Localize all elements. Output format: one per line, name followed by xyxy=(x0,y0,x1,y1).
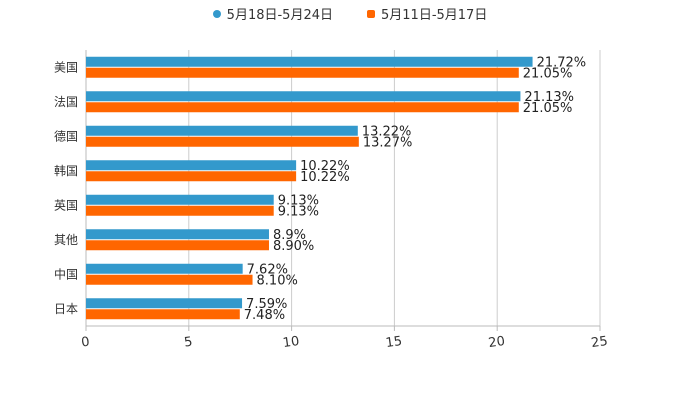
bar-s1-1 xyxy=(86,91,521,102)
bar-s2-1 xyxy=(86,102,519,113)
bar-s2-3 xyxy=(86,171,297,182)
x-tick-label-0: 0 xyxy=(80,335,90,351)
category-label-6: 中国 xyxy=(54,266,78,281)
data-label-s1-0: 21.72% xyxy=(537,55,587,70)
legend-item-series-1[interactable]: 5月18日-5月24日 xyxy=(212,4,333,23)
category-label-2: 德国 xyxy=(54,128,78,143)
category-label-1: 法国 xyxy=(54,95,78,109)
bar-s1-3 xyxy=(86,160,297,171)
legend-label-series-2: 5月11日-5月17日 xyxy=(381,8,488,23)
x-tick-label-25: 25 xyxy=(590,334,608,351)
bar-s1-5 xyxy=(86,229,269,240)
data-label-s2-3: 10.22% xyxy=(300,170,350,185)
bar-s2-5 xyxy=(86,240,269,251)
data-label-s1-7: 7.59% xyxy=(246,297,287,312)
legend-marker-series-2 xyxy=(367,9,375,18)
legend: 5月18日-5月24日 5月11日-5月17日 xyxy=(0,4,700,23)
data-label-s2-2: 13.27% xyxy=(363,135,413,150)
legend-label-series-1: 5月18日-5月24日 xyxy=(226,8,333,23)
bar-s2-2 xyxy=(86,136,359,147)
x-tick-label-20: 20 xyxy=(487,334,505,351)
bar-s1-4 xyxy=(86,194,274,205)
data-label-s1-1: 21.13% xyxy=(524,90,574,105)
category-label-5: 其他 xyxy=(54,233,78,247)
data-label-s1-2: 13.22% xyxy=(362,124,412,139)
data-label-s2-6: 8.10% xyxy=(257,273,298,288)
data-label-s1-4: 9.13% xyxy=(278,193,319,208)
data-label-s2-7: 7.48% xyxy=(244,308,285,323)
category-label-7: 日本 xyxy=(54,302,78,316)
legend-marker-series-1 xyxy=(212,9,221,18)
legend-item-series-2[interactable]: 5月11日-5月17日 xyxy=(367,4,487,23)
bar-s2-0 xyxy=(86,67,519,78)
data-label-s2-1: 21.05% xyxy=(523,101,573,116)
data-label-s1-5: 8.9% xyxy=(273,228,306,243)
bar-s2-4 xyxy=(86,205,274,216)
x-tick-label-10: 10 xyxy=(282,334,300,351)
data-label-s2-0: 21.05% xyxy=(523,66,573,81)
bar-s1-6 xyxy=(86,263,243,274)
bar-s1-0 xyxy=(86,56,533,67)
data-label-s1-3: 10.22% xyxy=(300,159,350,174)
category-label-3: 韩国 xyxy=(54,163,78,178)
x-tick-label-15: 15 xyxy=(385,334,403,351)
category-label-0: 美国 xyxy=(54,60,78,74)
bar-s2-7 xyxy=(86,309,240,320)
data-label-s2-5: 8.90% xyxy=(273,239,314,254)
bar-s1-2 xyxy=(86,125,358,136)
bar-s2-6 xyxy=(86,274,253,285)
data-label-s1-6: 7.62% xyxy=(247,262,288,277)
data-label-s2-4: 9.13% xyxy=(278,204,319,219)
bar-s1-7 xyxy=(86,298,243,309)
x-tick-label-5: 5 xyxy=(183,335,193,351)
category-label-4: 英国 xyxy=(54,198,78,212)
